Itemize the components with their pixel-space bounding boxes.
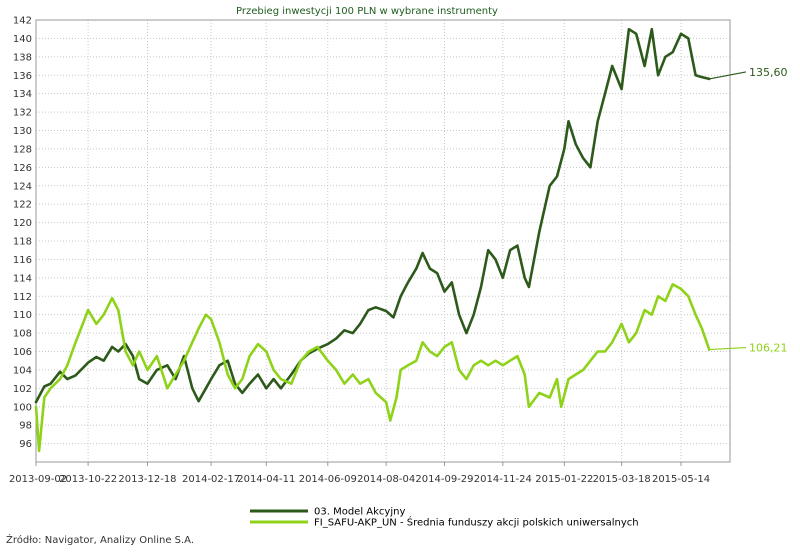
x-tick-label: 2014-02-17 <box>182 474 240 485</box>
y-tick-label: 100 <box>13 402 32 413</box>
chart-title: Przebieg inwestycji 100 PLN w wybrane in… <box>236 6 498 17</box>
x-tick-label: 2014-09-29 <box>415 474 473 485</box>
y-tick-label: 120 <box>13 218 32 229</box>
x-tick-label: 2014-11-24 <box>474 474 532 485</box>
y-tick-label: 114 <box>13 273 32 284</box>
y-tick-label: 130 <box>13 126 32 137</box>
legend-label: FI_SAFU-AKP_UN - Średnia funduszy akcji … <box>314 516 639 529</box>
x-tick-label: 2014-04-11 <box>237 474 295 485</box>
y-tick-label: 128 <box>13 144 32 155</box>
end-label-value: 106,21 <box>749 342 788 355</box>
source-note: Źródło: Navigator, Analizy Online S.A. <box>6 533 194 546</box>
y-tick-label: 122 <box>13 200 32 211</box>
x-tick-label: 2015-05-14 <box>652 474 710 485</box>
y-tick-label: 136 <box>13 71 32 82</box>
y-tick-label: 116 <box>13 255 32 266</box>
series-line-2 <box>34 282 711 453</box>
x-tick-label: 2013-10-22 <box>59 474 117 485</box>
end-label-leader <box>709 71 747 80</box>
y-tick-label: 124 <box>13 181 32 192</box>
y-tick-label: 138 <box>13 52 32 63</box>
series-line-1 <box>34 27 711 404</box>
y-tick-label: 110 <box>13 310 32 321</box>
y-tick-label: 126 <box>13 163 32 174</box>
y-tick-label: 112 <box>13 292 32 303</box>
y-tick-label: 140 <box>13 34 32 45</box>
x-tick-label: 2015-01-22 <box>535 474 593 485</box>
y-tick-label: 142 <box>13 16 32 27</box>
y-tick-label: 106 <box>13 347 32 358</box>
y-tick-label: 108 <box>13 329 32 340</box>
y-tick-label: 96 <box>19 439 32 450</box>
legend-label: 03. Model Akcyjny <box>314 507 405 518</box>
end-label-leader <box>709 346 747 351</box>
x-tick-label: 2014-06-09 <box>299 474 357 485</box>
end-labels: 135,60 106,21 <box>709 66 788 355</box>
series-layer <box>34 27 711 453</box>
end-label-value: 135,60 <box>749 66 788 79</box>
y-tick-label: 102 <box>13 384 32 395</box>
x-tick-label: 2015-03-18 <box>593 474 651 485</box>
y-tick-label: 132 <box>13 108 32 119</box>
y-axis: 96 98 100 102 104 106 108 110 112 114 116 118 120 122… <box>13 16 32 451</box>
y-tick-label: 98 <box>19 421 32 432</box>
y-tick-label: 118 <box>13 237 32 248</box>
y-tick-label: 134 <box>13 89 32 100</box>
x-tick-label: 2013-09-02 <box>9 474 67 485</box>
plot-frame <box>35 19 731 463</box>
y-tick-label: 104 <box>13 365 32 376</box>
x-tick-label: 2013-12-18 <box>118 474 176 485</box>
grid <box>35 19 730 462</box>
x-tick-label: 2014-08-04 <box>357 474 415 485</box>
